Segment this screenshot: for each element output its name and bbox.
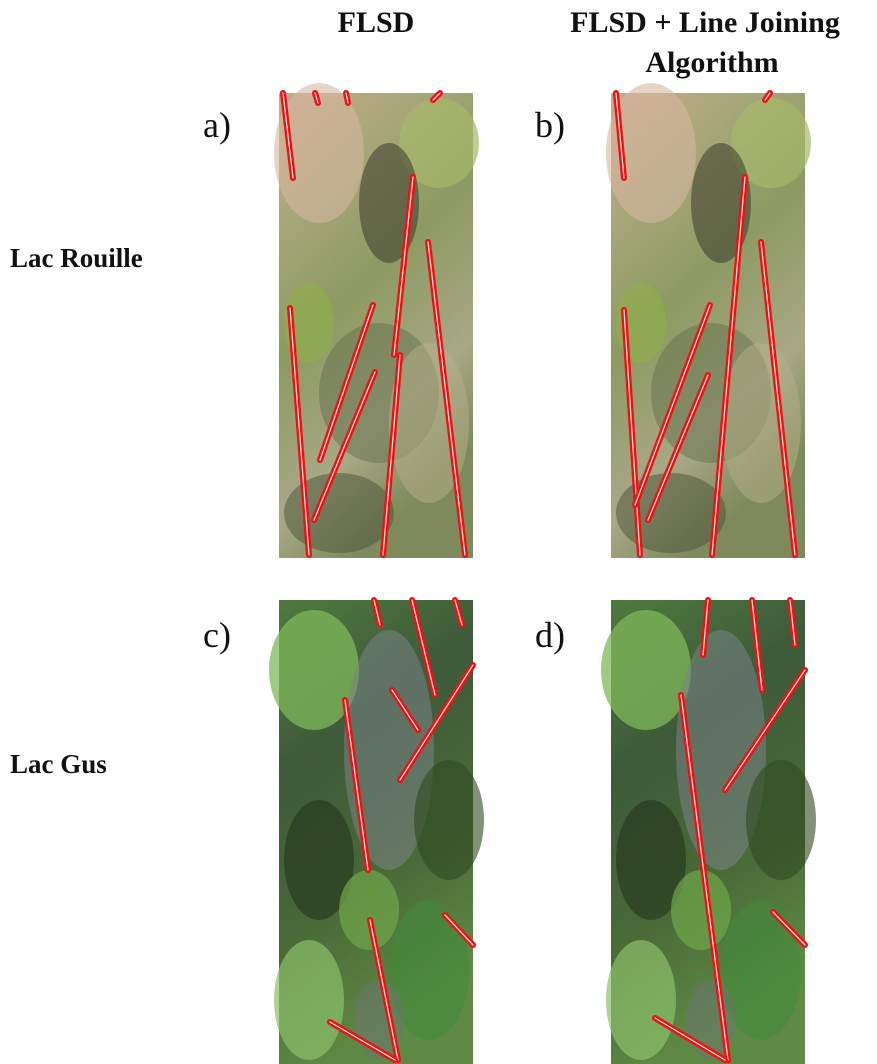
page: {"columns": [{"title": ["FLSD"]}, {"titl… xyxy=(0,0,877,1064)
figure: FLSD FLSD + Line Joining Algorithm Lac R… xyxy=(0,0,877,1064)
column-title: Algorithm xyxy=(645,46,778,79)
panel-label: c) xyxy=(203,615,231,655)
row-label: Lac Rouille xyxy=(10,243,143,273)
column-title: FLSD xyxy=(338,6,415,39)
column-title: FLSD + Line Joining xyxy=(570,6,840,39)
aerial-image xyxy=(269,600,484,1064)
aerial-image xyxy=(601,600,816,1064)
panel-label: d) xyxy=(535,615,565,655)
panel-label: a) xyxy=(203,105,231,145)
panel-label: b) xyxy=(535,105,565,145)
row-label: Lac Gus xyxy=(10,749,107,779)
